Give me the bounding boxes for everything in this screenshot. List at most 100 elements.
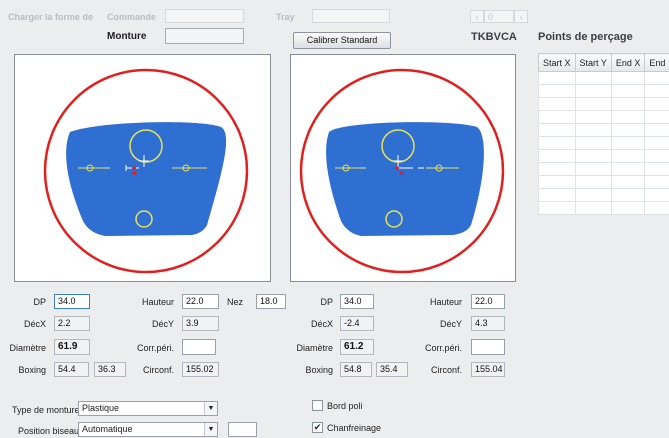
table-cell[interactable] <box>644 123 669 137</box>
table-cell[interactable] <box>538 149 576 163</box>
table-cell[interactable] <box>538 84 576 98</box>
table-cell[interactable] <box>610 201 646 215</box>
top-marker-circle <box>129 129 163 163</box>
table-cell[interactable] <box>644 175 669 189</box>
points-column-header[interactable]: End X <box>610 53 646 72</box>
table-row[interactable] <box>538 188 669 202</box>
table-cell[interactable] <box>610 71 646 85</box>
table-cell[interactable] <box>610 188 646 202</box>
tray-label: Tray <box>276 12 295 22</box>
left-lens-panel <box>14 54 271 282</box>
spinner-value[interactable]: 0 <box>484 10 514 23</box>
table-cell[interactable] <box>538 123 576 137</box>
table-cell[interactable] <box>538 136 576 150</box>
table-cell[interactable] <box>574 136 612 150</box>
table-row[interactable] <box>538 149 669 163</box>
biseau-extra-input[interactable] <box>228 422 257 437</box>
table-cell[interactable] <box>574 201 612 215</box>
table-cell[interactable] <box>538 97 576 111</box>
left-decx-label: DécX <box>23 319 46 329</box>
nez-input[interactable]: 18.0 <box>256 294 286 309</box>
table-cell[interactable] <box>644 136 669 150</box>
points-title: Points de perçage <box>538 31 633 43</box>
right-boxing-label: Boxing <box>305 365 333 375</box>
table-cell[interactable] <box>574 175 612 189</box>
chevron-down-icon[interactable]: ▼ <box>204 423 217 436</box>
right-boxing-height: 35.4 <box>376 362 408 377</box>
table-cell[interactable] <box>538 175 576 189</box>
right-decx-value: -2.4 <box>340 316 374 331</box>
table-row[interactable] <box>538 123 669 137</box>
chanfreinage-label: Chanfreinage <box>327 423 382 433</box>
table-cell[interactable] <box>644 188 669 202</box>
frame-circle <box>299 68 505 274</box>
right-hauteur-label: Hauteur <box>429 297 462 307</box>
points-column-header[interactable]: Start X <box>538 53 576 72</box>
commande-input[interactable] <box>165 9 244 23</box>
table-cell[interactable] <box>574 162 612 176</box>
table-cell[interactable] <box>644 162 669 176</box>
calibrer-standard-button[interactable]: Calibrer Standard <box>293 32 391 49</box>
table-cell[interactable] <box>538 71 576 85</box>
table-cell[interactable] <box>644 84 669 98</box>
table-row[interactable] <box>538 97 669 111</box>
nez-label: Nez <box>227 297 244 307</box>
table-cell[interactable] <box>644 149 669 163</box>
bord-poli-checkbox[interactable] <box>312 400 323 411</box>
table-row[interactable] <box>538 110 669 124</box>
right-dp-input[interactable]: 34.0 <box>340 294 374 309</box>
right-corr-input[interactable] <box>471 339 505 355</box>
points-column-header[interactable]: Start Y <box>574 53 612 72</box>
table-row[interactable] <box>538 71 669 85</box>
table-cell[interactable] <box>644 71 669 85</box>
left-circonf-label: Circonf. <box>142 365 174 375</box>
position-biseau-select[interactable]: Automatique ▼ <box>78 422 218 437</box>
table-cell[interactable] <box>644 97 669 111</box>
points-column-header[interactable]: End <box>644 53 669 72</box>
left-corr-input[interactable] <box>182 339 216 355</box>
table-cell[interactable] <box>574 123 612 137</box>
table-row[interactable] <box>538 136 669 150</box>
table-row[interactable] <box>538 84 669 98</box>
tray-input[interactable] <box>312 9 390 23</box>
table-cell[interactable] <box>574 188 612 202</box>
left-hauteur-input[interactable]: 22.0 <box>182 294 219 309</box>
left-dp-input[interactable]: 34.0 <box>54 294 90 309</box>
table-cell[interactable] <box>538 188 576 202</box>
table-cell[interactable] <box>610 149 646 163</box>
chanfreinage-checkbox[interactable]: ✔ <box>312 422 323 433</box>
table-cell[interactable] <box>538 201 576 215</box>
right-lens-drawing <box>299 68 505 274</box>
table-row[interactable] <box>538 175 669 189</box>
monture-input[interactable] <box>165 28 244 44</box>
left-boxing-height: 36.3 <box>94 362 126 377</box>
right-hauteur-input[interactable]: 22.0 <box>471 294 505 309</box>
table-cell[interactable] <box>538 110 576 124</box>
table-cell[interactable] <box>644 110 669 124</box>
table-cell[interactable] <box>574 110 612 124</box>
table-cell[interactable] <box>644 201 669 215</box>
spinner-minus[interactable]: ‹ <box>470 10 484 23</box>
table-cell[interactable] <box>610 136 646 150</box>
table-cell[interactable] <box>610 123 646 137</box>
table-cell[interactable] <box>574 149 612 163</box>
right-boxing-width: 54.8 <box>340 362 372 377</box>
table-cell[interactable] <box>574 97 612 111</box>
type-monture-select[interactable]: Plastique ▼ <box>78 401 218 416</box>
table-cell[interactable] <box>610 97 646 111</box>
table-cell[interactable] <box>610 84 646 98</box>
commande-label: Commande <box>107 12 157 22</box>
table-cell[interactable] <box>574 84 612 98</box>
table-row[interactable] <box>538 201 669 215</box>
table-cell[interactable] <box>538 162 576 176</box>
spinner-plus[interactable]: › <box>514 10 528 23</box>
table-cell[interactable] <box>610 175 646 189</box>
right-lens-panel <box>290 54 516 282</box>
table-cell[interactable] <box>610 162 646 176</box>
chevron-down-icon[interactable]: ▼ <box>204 402 217 415</box>
table-row[interactable] <box>538 162 669 176</box>
table-cell[interactable] <box>574 71 612 85</box>
points-table[interactable]: Start X Start Y End X End <box>538 53 669 215</box>
frame-circle <box>43 68 249 274</box>
table-cell[interactable] <box>610 110 646 124</box>
